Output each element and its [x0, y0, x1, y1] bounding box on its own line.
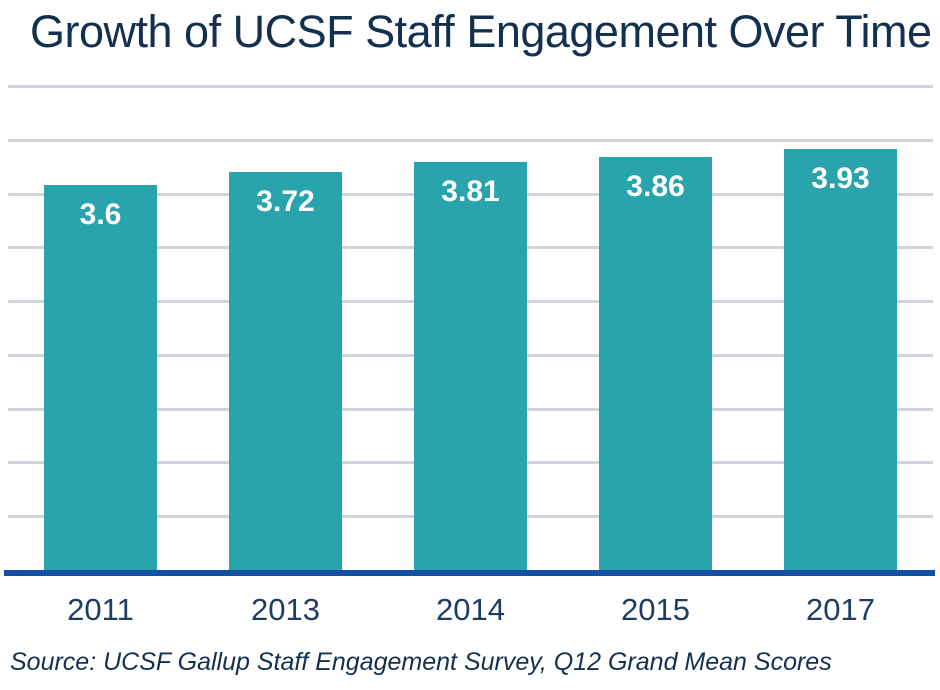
source-note: Source: UCSF Gallup Staff Engagement Sur… — [10, 648, 832, 676]
bar-value-label: 3.93 — [811, 162, 870, 196]
gridline-4.0 — [8, 138, 933, 142]
plot-area: 3.6 3.72 3.81 3.86 3.93 — [4, 85, 935, 576]
x-tick-label-2015: 2015 — [621, 592, 690, 627]
chart-title: Growth of UCSF Staff Engagement Over Tim… — [30, 6, 932, 57]
bar-value-label: 3.86 — [626, 169, 685, 203]
bar-value-label: 3.81 — [441, 175, 500, 209]
bar-2013: 3.72 — [229, 171, 342, 572]
bars-container: 3.6 3.72 3.81 3.86 3.93 — [8, 88, 933, 572]
x-axis-line — [4, 570, 935, 576]
bar-2017: 3.93 — [784, 149, 897, 572]
bar-2015: 3.86 — [599, 156, 712, 572]
bar-2014: 3.81 — [414, 162, 527, 572]
x-tick-label-2017: 2017 — [806, 592, 875, 627]
gridline-4.5 — [8, 85, 933, 88]
x-tick-label-2014: 2014 — [436, 592, 505, 627]
x-tick-label-2013: 2013 — [251, 592, 320, 627]
x-tick-label-2011: 2011 — [67, 592, 134, 627]
x-axis-labels: 2011 2013 2014 2015 2017 — [8, 592, 933, 628]
bar-value-label: 3.72 — [256, 184, 315, 218]
bar-2011: 3.6 — [44, 184, 157, 572]
bar-value-label: 3.6 — [79, 197, 122, 231]
